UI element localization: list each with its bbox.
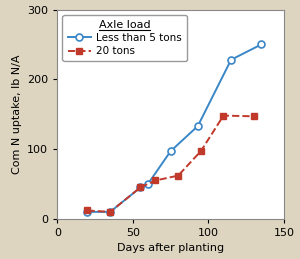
20 tons [108,210,112,213]
Less than 5 tons [196,125,200,128]
Less than 5 tons [169,150,172,153]
Less than 5 tons [229,58,233,61]
Less than 5 tons [260,43,263,46]
Less than 5 tons [139,186,142,189]
Line: Less than 5 tons: Less than 5 tons [84,41,265,215]
Y-axis label: Com N uptake, lb N/A: Com N uptake, lb N/A [12,54,22,174]
Less than 5 tons [146,182,150,185]
Legend: Less than 5 tons, 20 tons: Less than 5 tons, 20 tons [62,15,187,61]
20 tons [252,115,256,118]
Less than 5 tons [108,210,112,213]
20 tons [199,150,202,153]
20 tons [222,114,225,117]
20 tons [154,179,157,182]
Less than 5 tons [86,210,89,213]
X-axis label: Days after planting: Days after planting [117,243,224,254]
20 tons [139,186,142,189]
Line: 20 tons: 20 tons [84,112,257,215]
20 tons [176,174,180,177]
20 tons [86,209,89,212]
